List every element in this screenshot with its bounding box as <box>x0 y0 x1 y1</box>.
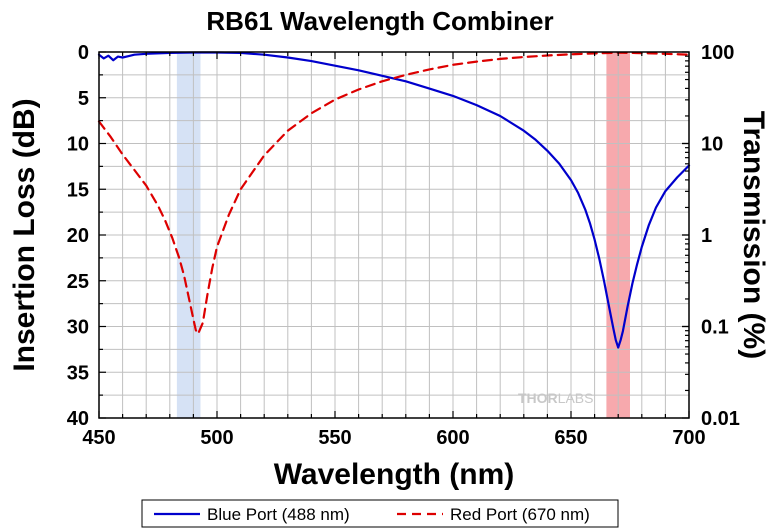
x-tick-label: 450 <box>82 427 115 449</box>
y-axis-title: Insertion Loss (dB) <box>8 98 41 371</box>
legend-label-red-port: Red Port (670 nm) <box>450 505 590 524</box>
x-tick-label: 500 <box>200 427 233 449</box>
watermark: THORLABS <box>518 390 593 406</box>
x-tick-label: 650 <box>554 427 587 449</box>
y-tick-label: 0 <box>78 42 89 64</box>
x-tick-label: 700 <box>672 427 705 449</box>
y-tick-label: 15 <box>67 179 89 201</box>
watermark-part-2: LABS <box>558 390 594 406</box>
y-tick-label: 30 <box>67 317 89 339</box>
y2-tick-label: 0.01 <box>701 408 740 430</box>
series-line-red-port <box>97 51 691 335</box>
y2-tick-label: 100 <box>701 42 734 64</box>
axis-ticks <box>98 51 690 419</box>
watermark-part-1: THOR <box>518 390 558 406</box>
y-tick-label: 5 <box>78 88 89 110</box>
legend-box <box>141 499 619 528</box>
y2-axis-title: Transmission (%) <box>737 111 770 359</box>
y2-tick-labels: 100 10 1 0.1 0.01 <box>701 42 740 430</box>
y-tick-label: 35 <box>67 362 89 384</box>
y-tick-label: 20 <box>67 225 89 247</box>
svg-text:THORLABS: THORLABS <box>518 390 593 406</box>
grid-lines <box>99 52 689 418</box>
x-tick-labels: 450 500 550 600 650 700 <box>82 427 705 449</box>
y-tick-label: 25 <box>67 271 89 293</box>
x-tick-label: 550 <box>318 427 351 449</box>
y-tick-label: 10 <box>67 134 89 156</box>
y2-tick-label: 0.1 <box>701 317 729 339</box>
x-axis-title: Wavelength (nm) <box>274 458 515 491</box>
y2-tick-label: 10 <box>701 134 723 156</box>
chart-title: RB61 Wavelength Combiner <box>206 6 553 36</box>
legend: Blue Port (488 nm) Red Port (670 nm) <box>141 499 619 528</box>
y-tick-labels: 0 5 10 15 20 25 30 35 40 <box>67 42 89 430</box>
y-tick-label: 40 <box>67 408 89 430</box>
y2-tick-label: 1 <box>701 225 712 247</box>
legend-label-blue-port: Blue Port (488 nm) <box>207 505 350 524</box>
x-tick-label: 600 <box>436 427 469 449</box>
